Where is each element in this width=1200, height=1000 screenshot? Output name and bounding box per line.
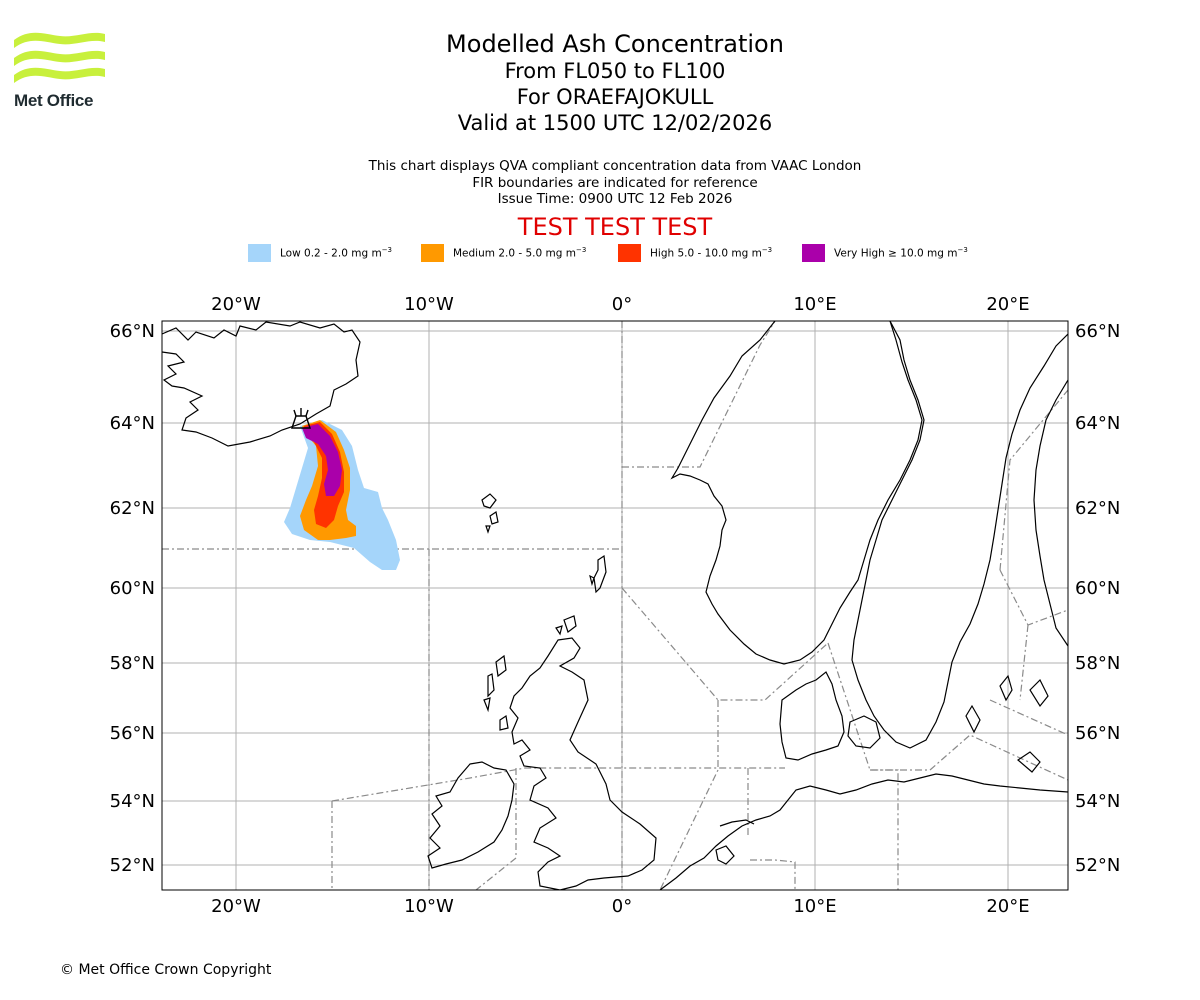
legend-label-very-high: Very High ≥ 10.0 mg m−3 <box>834 246 968 260</box>
chart-title: Modelled Ash Concentration <box>446 30 784 58</box>
lat-label: 66°N <box>1075 321 1120 342</box>
lon-tick-labels-bottom: 20°W 10°W 0° 10°E 20°E <box>211 896 1029 917</box>
legend-swatch-medium <box>421 244 444 262</box>
ash-plume <box>284 420 400 570</box>
lat-tick-labels-right: 66°N 64°N 62°N 60°N 58°N 56°N 54°N 52°N <box>1075 321 1120 876</box>
legend-swatch-low <box>248 244 271 262</box>
lon-label: 10°W <box>404 896 454 917</box>
lon-tick-labels-top: 20°W 10°W 0° 10°E 20°E <box>211 294 1029 315</box>
issue-time: Issue Time: 0900 UTC 12 Feb 2026 <box>497 191 733 207</box>
lat-label: 62°N <box>1075 498 1120 519</box>
volcano-name: For ORAEFAJOKULL <box>516 85 714 109</box>
lat-label: 52°N <box>110 855 155 876</box>
lat-label: 52°N <box>1075 855 1120 876</box>
lon-label: 20°W <box>211 294 261 315</box>
notes: This chart displays QVA compliant concen… <box>315 158 915 208</box>
note-line-1: This chart displays QVA compliant concen… <box>368 158 862 174</box>
lon-label: 10°E <box>793 896 836 917</box>
title-block: Modelled Ash Concentration From FL050 to… <box>315 30 915 136</box>
lat-label: 60°N <box>110 578 155 599</box>
level-range: From FL050 to FL100 <box>504 59 726 83</box>
copyright: © Met Office Crown Copyright <box>60 962 272 978</box>
legend-label-low: Low 0.2 - 2.0 mg m−3 <box>280 246 393 260</box>
legend-swatch-high <box>618 244 641 262</box>
lon-label: 10°E <box>793 294 836 315</box>
lat-label: 54°N <box>110 791 155 812</box>
fir-boundaries <box>162 321 1068 890</box>
lon-label: 20°E <box>986 294 1029 315</box>
volcano-marker <box>291 408 311 429</box>
note-line-2: FIR boundaries are indicated for referen… <box>472 174 758 191</box>
lat-label: 62°N <box>110 498 155 519</box>
map-frame <box>161 320 1069 891</box>
lat-label: 58°N <box>110 653 155 674</box>
lat-tick-labels-left: 66°N 64°N 62°N 60°N 58°N 56°N 54°N 52°N <box>110 321 155 876</box>
lat-label: 60°N <box>1075 578 1120 599</box>
test-banner: TEST TEST TEST <box>517 213 713 241</box>
legend-label-high: High 5.0 - 10.0 mg m−3 <box>650 246 773 260</box>
valid-time: Valid at 1500 UTC 12/02/2026 <box>457 111 773 135</box>
met-office-logo <box>14 32 105 83</box>
lat-label: 64°N <box>110 413 155 434</box>
logo-text: Met Office <box>14 91 94 110</box>
lat-label: 56°N <box>1075 723 1120 744</box>
lat-label: 56°N <box>110 723 155 744</box>
lon-label: 0° <box>612 294 632 315</box>
lon-label: 20°W <box>211 896 261 917</box>
lon-label: 10°W <box>404 294 454 315</box>
ash-very-high <box>302 424 342 496</box>
lat-label: 54°N <box>1075 791 1120 812</box>
lat-label: 64°N <box>1075 413 1120 434</box>
lon-label: 0° <box>612 896 632 917</box>
lat-label: 58°N <box>1075 653 1120 674</box>
lat-label: 66°N <box>110 321 155 342</box>
lon-label: 20°E <box>986 896 1029 917</box>
coastlines <box>162 321 1068 890</box>
legend-label-medium: Medium 2.0 - 5.0 mg m−3 <box>453 246 587 260</box>
legend-swatch-very-high <box>802 244 825 262</box>
